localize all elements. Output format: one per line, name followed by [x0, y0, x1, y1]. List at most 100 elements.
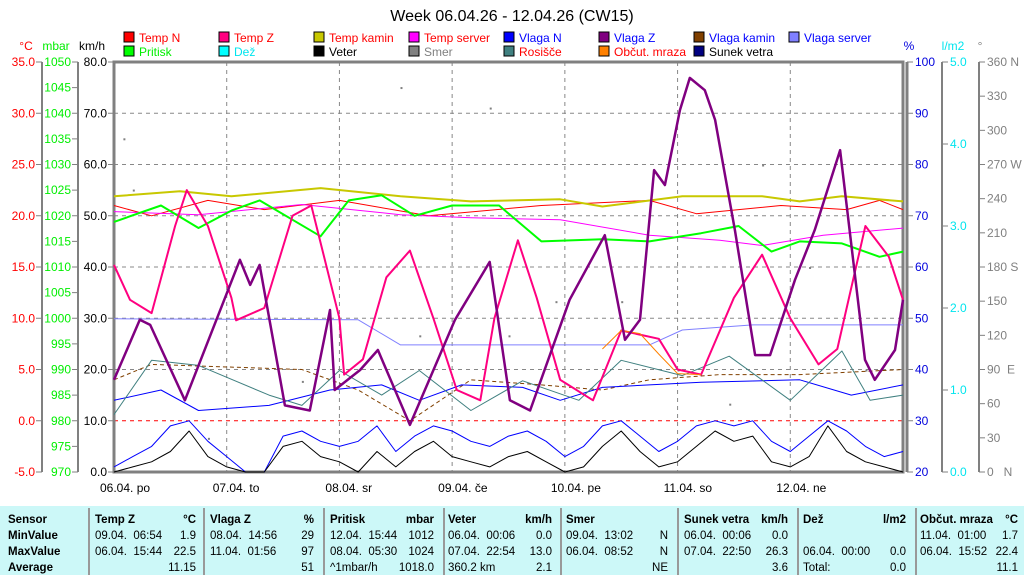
rain-tick-label: 3.0 [950, 219, 967, 233]
direction-tick-label: 330 [987, 89, 1007, 103]
temp-tick-label: 35.0 [12, 55, 36, 69]
min-time: 06.04. 00:06 [448, 530, 516, 542]
stats-column: Pritisk mbar 12.04. 15:44 1012 08.04. 05:30 1… [330, 506, 438, 575]
legend-item: Vlaga N [503, 31, 562, 45]
humidity-axis-unit: % [904, 39, 915, 53]
pressure-tick-label: 975 [51, 439, 71, 453]
legend-label: Smer [424, 45, 453, 59]
wind-direction-point [729, 403, 732, 406]
x-tick-label: 08.04. sr [325, 481, 372, 495]
max-value: N [659, 546, 668, 558]
legend-label: Veter [329, 45, 357, 59]
min-time: 09.04. 13:02 [566, 530, 634, 542]
wind-tick-label: 50.0 [84, 209, 108, 223]
series-temp-kamin-line [113, 187, 904, 208]
column-separator [797, 508, 799, 575]
wind-axis-unit: km/h [79, 39, 105, 53]
stats-column: Veter km/h 06.04. 00:06 0.0 07.04. 22:54 13.0… [448, 506, 556, 575]
direction-tick-label: 240 [987, 192, 1007, 206]
column-name: Smer [566, 514, 595, 526]
average-value: 3.6 [772, 562, 788, 574]
pressure-tick-label: 1015 [44, 234, 71, 248]
temp-tick-label: 25.0 [12, 158, 36, 172]
wind-tick-label: 20.0 [84, 363, 108, 377]
column-unit: % [303, 514, 314, 526]
wind-direction-point [132, 189, 135, 192]
series-temp-server-line [113, 204, 904, 246]
wind-direction-point [508, 335, 511, 338]
stats-column: Vlaga Z% 08.04. 14:56 29 11.04. 01:56 97 51 [210, 506, 318, 575]
legend-item: Vlaga Z [598, 31, 655, 45]
pressure-tick-label: 995 [51, 337, 71, 351]
legend-swatch [693, 45, 705, 57]
temp-tick-label: 20.0 [12, 209, 36, 223]
min-time: 09.04. 06:54 [95, 530, 163, 542]
legend-swatch [598, 31, 610, 43]
direction-axis-unit: ° [978, 39, 983, 53]
stats-column: Sunek vetra km/h 06.04. 00:06 0.0 07.04. 22:… [684, 506, 792, 575]
max-value: 22.5 [173, 546, 196, 558]
x-tick-label: 09.04. če [438, 481, 488, 495]
legend-label: Temp N [139, 31, 180, 45]
rain-tick-label: 5.0 [950, 55, 967, 69]
column-separator [560, 508, 562, 575]
pressure-tick-label: 1010 [44, 260, 71, 274]
min-value: 0.0 [536, 530, 552, 542]
average-value: NE [652, 562, 668, 574]
direction-tick-label: 120 [987, 328, 1007, 342]
column-separator [88, 508, 90, 575]
max-value: 22.4 [995, 546, 1018, 558]
pressure-tick-label: 985 [51, 388, 71, 402]
legend-swatch [123, 45, 135, 57]
legend-item: Dež [218, 45, 255, 59]
column-name: Pritisk [330, 514, 366, 526]
direction-tick-label: 270 W [987, 158, 1022, 172]
wind-direction-point [400, 87, 403, 90]
series-vlaga-server-line [113, 318, 903, 346]
temp-tick-label: 0.0 [18, 414, 35, 428]
direction-tick-label: 210 [987, 226, 1007, 240]
column-name: Vlaga Z [210, 514, 251, 526]
wind-direction-point [301, 380, 304, 383]
legend-swatch [503, 31, 515, 43]
pressure-tick-label: 1020 [44, 209, 71, 223]
wind-tick-label: 80.0 [84, 55, 108, 69]
column-unit: °C [183, 514, 196, 526]
wind-direction-point [762, 164, 765, 167]
row-label-min: MinValue [8, 530, 58, 542]
grid [112, 60, 905, 474]
max-value: 0.0 [890, 546, 906, 558]
series-vlaga-n-line [113, 379, 904, 411]
humidity-tick-label: 100 [915, 55, 935, 69]
wind-tick-label: 0.0 [90, 465, 107, 479]
average-value: 51 [301, 562, 314, 574]
max-time: 06.04. 08:52 [566, 546, 634, 558]
wind-direction-point [621, 301, 624, 304]
legend-swatch [693, 31, 705, 43]
stats-column: Dež l/m2 06.04. 00:00 0.0 Total: 0.0 [803, 506, 910, 575]
legend-label: Temp Z [234, 31, 274, 45]
pressure-tick-label: 1035 [44, 132, 71, 146]
wind-tick-label: 70.0 [84, 106, 108, 120]
max-time: 08.04. 05:30 [330, 546, 398, 558]
wind-direction-point [123, 138, 126, 141]
min-time: 12.04. 15:44 [330, 530, 398, 542]
column-unit: mbar [405, 514, 434, 526]
legend-item: Rosišče [503, 45, 562, 59]
min-time: 06.04. 00:06 [684, 530, 752, 542]
pressure-tick-label: 1045 [44, 81, 71, 95]
legend-label: Temp kamin [329, 31, 394, 45]
pressure-tick-label: 1050 [44, 55, 71, 69]
pressure-tick-label: 1000 [44, 311, 71, 325]
legend-swatch [408, 31, 420, 43]
legend-label: Temp server [424, 31, 490, 45]
x-tick-label: 12.04. ne [776, 481, 826, 495]
wind-tick-label: 40.0 [84, 260, 108, 274]
legend-swatch [408, 45, 420, 57]
stats-column: Občut. mraza °C 11.04. 01:00 1.7 06.04. 15:5… [920, 506, 1022, 575]
legend-item: Vlaga kamin [693, 31, 775, 45]
legend-label: Sunek vetra [709, 45, 773, 59]
column-unit: °C [1005, 514, 1018, 526]
pressure-axis-unit: mbar [42, 39, 69, 53]
stats-table: Sensor MinValue MaxValue Average Temp Z °… [0, 506, 1024, 575]
